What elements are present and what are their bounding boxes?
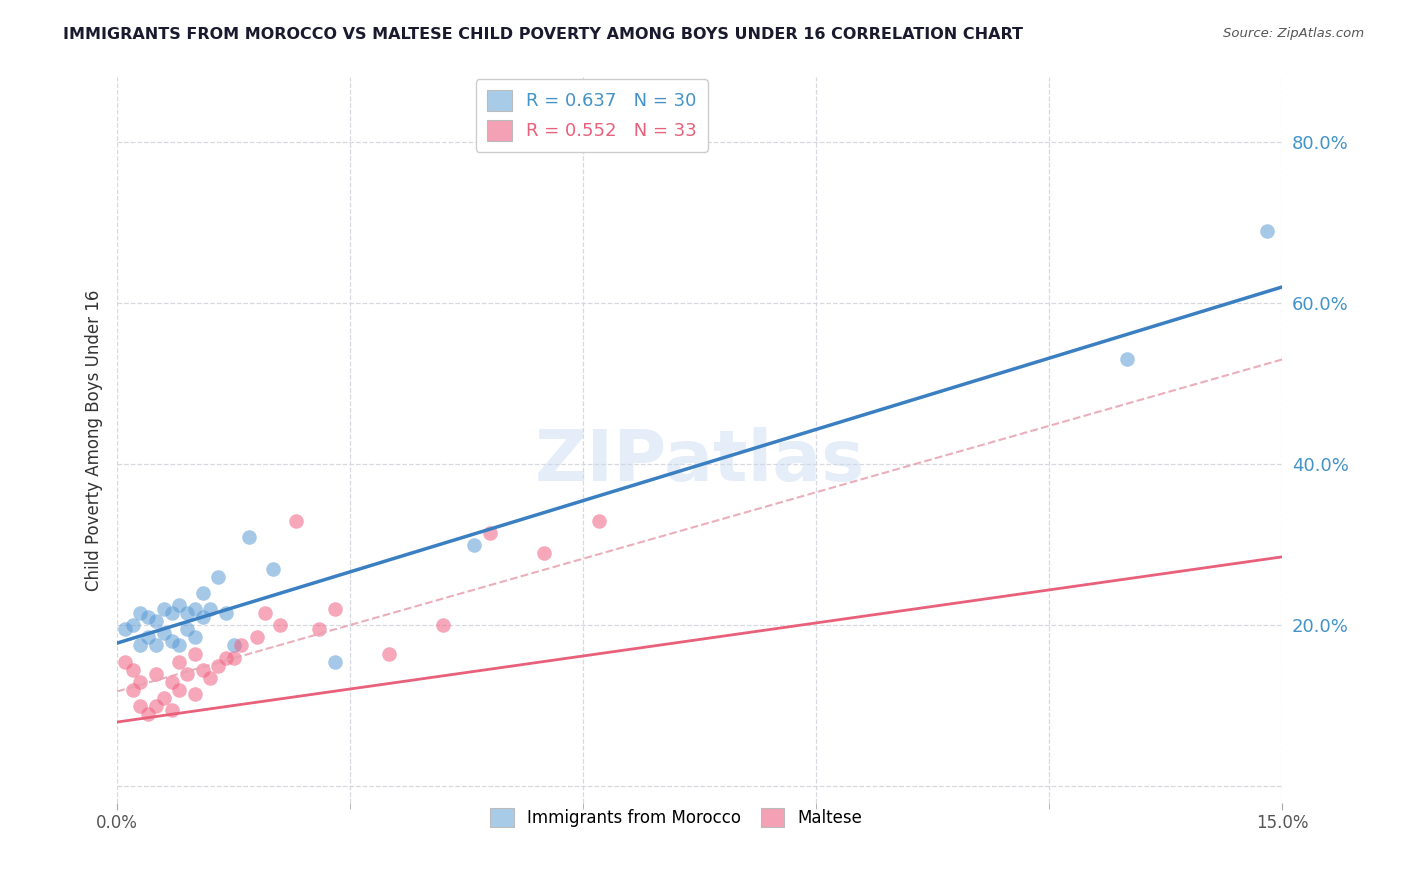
Point	[136, 706, 159, 721]
Point	[114, 623, 136, 637]
Point	[191, 586, 214, 600]
Point	[308, 623, 330, 637]
Point	[136, 610, 159, 624]
Point	[152, 602, 174, 616]
Text: Source: ZipAtlas.com: Source: ZipAtlas.com	[1223, 27, 1364, 40]
Point	[152, 690, 174, 705]
Point	[262, 562, 284, 576]
Point	[184, 647, 207, 661]
Point	[1115, 352, 1137, 367]
Point	[121, 618, 143, 632]
Point	[253, 606, 276, 620]
Point	[114, 655, 136, 669]
Point	[284, 514, 307, 528]
Point	[129, 606, 152, 620]
Point	[176, 623, 198, 637]
Point	[222, 639, 245, 653]
Point	[191, 663, 214, 677]
Point	[160, 674, 183, 689]
Point	[121, 663, 143, 677]
Point	[222, 650, 245, 665]
Point	[207, 658, 229, 673]
Point	[160, 606, 183, 620]
Point	[231, 639, 253, 653]
Point	[129, 639, 152, 653]
Point	[136, 631, 159, 645]
Point	[479, 525, 502, 540]
Point	[169, 598, 191, 612]
Point	[269, 618, 291, 632]
Point	[145, 666, 167, 681]
Point	[215, 650, 238, 665]
Point	[169, 655, 191, 669]
Point	[184, 602, 207, 616]
Point	[588, 514, 610, 528]
Text: IMMIGRANTS FROM MOROCCO VS MALTESE CHILD POVERTY AMONG BOYS UNDER 16 CORRELATION: IMMIGRANTS FROM MOROCCO VS MALTESE CHILD…	[63, 27, 1024, 42]
Point	[378, 647, 401, 661]
Point	[145, 698, 167, 713]
Text: ZIPatlas: ZIPatlas	[534, 427, 865, 496]
Point	[129, 674, 152, 689]
Point	[160, 703, 183, 717]
Point	[191, 610, 214, 624]
Point	[152, 626, 174, 640]
Point	[176, 606, 198, 620]
Point	[200, 671, 222, 685]
Point	[121, 682, 143, 697]
Point	[145, 639, 167, 653]
Point	[160, 634, 183, 648]
Point	[238, 530, 260, 544]
Legend: Immigrants from Morocco, Maltese: Immigrants from Morocco, Maltese	[484, 802, 869, 834]
Point	[215, 606, 238, 620]
Point	[432, 618, 454, 632]
Point	[200, 602, 222, 616]
Point	[323, 602, 346, 616]
Point	[129, 698, 152, 713]
Point	[145, 615, 167, 629]
Point	[176, 666, 198, 681]
Point	[323, 655, 346, 669]
Point	[463, 538, 485, 552]
Point	[169, 639, 191, 653]
Y-axis label: Child Poverty Among Boys Under 16: Child Poverty Among Boys Under 16	[86, 289, 103, 591]
Point	[1256, 223, 1278, 237]
Point	[246, 631, 269, 645]
Point	[207, 570, 229, 584]
Point	[184, 631, 207, 645]
Point	[184, 687, 207, 701]
Point	[169, 682, 191, 697]
Point	[533, 546, 555, 560]
